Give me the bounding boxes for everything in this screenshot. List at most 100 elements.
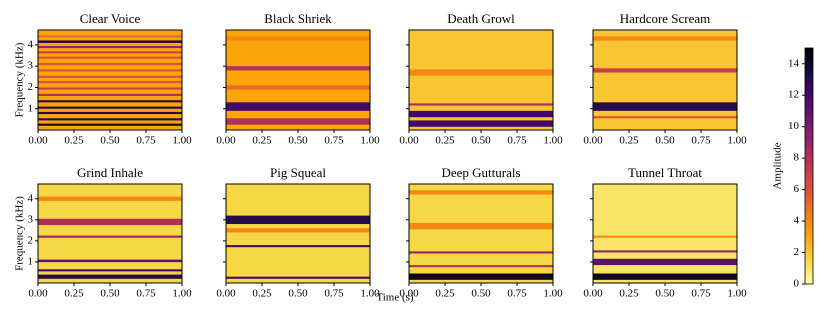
colorbar (804, 47, 814, 285)
panel (409, 184, 553, 283)
panel (593, 184, 737, 283)
x-tick-label: 1.00 (727, 288, 747, 300)
x-tick-label: 1.00 (172, 288, 192, 300)
band (226, 245, 370, 248)
x-tick-label: 1.00 (543, 135, 563, 147)
x-tick-label: 0.75 (136, 288, 156, 300)
panel-title: Tunnel Throat (628, 165, 702, 180)
colorbar-label: Amplitude (772, 142, 784, 189)
x-tick-label: 1.00 (360, 288, 380, 300)
band (38, 111, 182, 115)
panel-title: Clear Voice (80, 11, 141, 26)
panel (38, 184, 182, 283)
colorbar-tick-label: 14 (788, 57, 800, 69)
band (226, 276, 370, 279)
band (38, 40, 182, 43)
band (409, 265, 553, 268)
x-tick-label: 0.50 (471, 135, 491, 147)
colorbar-tick-label: 8 (794, 152, 800, 164)
x-tick-label: 0.25 (64, 288, 84, 300)
band (409, 103, 553, 106)
band (593, 250, 737, 253)
band (593, 36, 737, 41)
x-tick-label: 0.75 (324, 288, 344, 300)
x-tick-label: 0.50 (471, 288, 491, 300)
x-tick-label: 0.50 (655, 288, 675, 300)
band (38, 81, 182, 84)
colorbar-tick-label: 10 (788, 120, 800, 132)
band (593, 235, 737, 238)
y-tick-label: 2 (28, 234, 34, 246)
band (593, 116, 737, 119)
band (38, 93, 182, 96)
band (409, 69, 553, 76)
colorbar-tick-label: 4 (794, 215, 800, 227)
y-axis-label: Frequency (kHz) (14, 42, 26, 117)
band (38, 106, 182, 109)
band (409, 251, 553, 254)
band (226, 36, 370, 41)
y-tick-label: 4 (28, 192, 34, 204)
band (38, 269, 182, 272)
x-tick-label: 0.25 (252, 135, 272, 147)
x-tick-label: 0.75 (507, 135, 527, 147)
y-tick-label: 1 (28, 102, 34, 114)
x-tick-label: 0.25 (435, 288, 455, 300)
band (38, 35, 182, 38)
x-tick-label: 1.00 (543, 288, 563, 300)
x-tick-label: 0.50 (655, 135, 675, 147)
band (38, 196, 182, 201)
background (226, 30, 370, 130)
x-tick-label: 0.00 (216, 288, 236, 300)
band (226, 85, 370, 90)
x-tick-label: 0.00 (28, 135, 48, 147)
band (38, 87, 182, 90)
x-tick-label: 0.00 (216, 135, 236, 147)
x-axis-label: Time (s) (376, 292, 414, 304)
band (226, 118, 370, 125)
x-tick-label: 1.00 (727, 135, 747, 147)
colorbar-tick-label: 12 (788, 89, 799, 101)
band (226, 66, 370, 71)
x-tick-label: 0.00 (399, 135, 419, 147)
band (38, 51, 182, 54)
band (38, 274, 182, 279)
x-tick-label: 0.50 (100, 135, 120, 147)
band (409, 190, 553, 195)
y-tick-label: 2 (28, 81, 34, 93)
y-tick-label: 1 (28, 255, 34, 267)
background (226, 184, 370, 283)
background (593, 30, 737, 130)
band (226, 228, 370, 233)
band (38, 100, 182, 103)
x-tick-label: 0.75 (691, 288, 711, 300)
band (593, 273, 737, 280)
band (38, 123, 182, 126)
colorbar-tick-label: 6 (794, 183, 800, 195)
band (593, 68, 737, 73)
background (593, 184, 737, 283)
band (226, 102, 370, 111)
band (409, 222, 553, 230)
x-tick-label: 0.25 (435, 135, 455, 147)
y-tick-label: 3 (28, 60, 34, 72)
band (409, 110, 553, 118)
x-tick-label: 0.25 (619, 135, 639, 147)
x-tick-label: 0.75 (507, 288, 527, 300)
band (38, 75, 182, 78)
band (38, 235, 182, 238)
panel (38, 30, 182, 130)
band (38, 56, 182, 59)
panel-title: Deep Gutturals (441, 165, 520, 180)
y-axis-label: Frequency (kHz) (14, 196, 26, 271)
background (409, 184, 553, 283)
panel (593, 30, 737, 130)
band (38, 118, 182, 121)
x-tick-label: 0.75 (691, 135, 711, 147)
panel-title: Death Growl (447, 11, 515, 26)
band (38, 259, 182, 263)
x-tick-label: 1.00 (172, 135, 192, 147)
band (593, 258, 737, 266)
band (409, 273, 553, 280)
